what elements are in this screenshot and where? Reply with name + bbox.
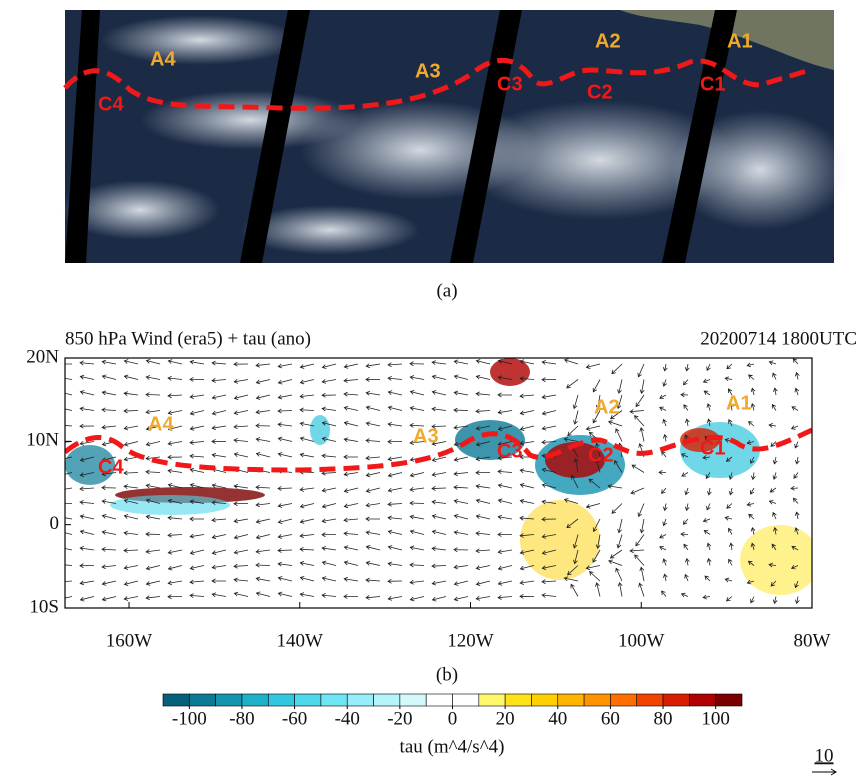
trough-label: C4 xyxy=(98,93,124,115)
colorbar-box xyxy=(162,693,190,707)
colorbar-tick-label: 60 xyxy=(601,708,620,729)
colorbar-tick-label: -20 xyxy=(387,708,412,729)
colorbar-box xyxy=(557,693,585,707)
y-tick-label: 10N xyxy=(26,430,59,451)
colorbar-box xyxy=(662,693,690,707)
colorbar-box xyxy=(531,693,559,707)
tau-field xyxy=(65,358,812,608)
map-frame xyxy=(64,357,813,609)
colorbar-tick-label: 40 xyxy=(548,708,567,729)
colorbar-label: tau (m^4/s^4) xyxy=(400,736,505,757)
colorbar-box xyxy=(610,693,638,707)
y-tick-label: 0 xyxy=(50,513,60,534)
caption: (b) xyxy=(436,664,458,685)
colorbar-tick-label: 0 xyxy=(448,708,458,729)
colorbar-box xyxy=(294,693,322,707)
map-time: 20200714 1800UTC xyxy=(700,328,857,349)
colorbar-box xyxy=(320,693,348,707)
x-tick-label: 160W xyxy=(106,630,153,651)
trough-label: C1 xyxy=(700,73,726,95)
colorbar-box xyxy=(189,693,216,707)
x-tick-label: 80W xyxy=(794,630,831,651)
trough-label: C2 xyxy=(587,81,613,103)
x-tick-label: 140W xyxy=(277,630,324,651)
map-title: 850 hPa Wind (era5) + tau (ano) xyxy=(65,328,311,349)
colorbar-box xyxy=(399,693,427,707)
colorbar-tick-label: 100 xyxy=(701,708,730,729)
trough-label: C4 xyxy=(98,456,124,478)
colorbar-box xyxy=(346,693,374,707)
satellite-image xyxy=(60,10,850,263)
colorbar-box xyxy=(215,693,243,707)
x-tick-label: 120W xyxy=(447,630,494,651)
colorbar-box xyxy=(425,693,453,707)
trough-label: C3 xyxy=(497,440,523,462)
ridge-label: A3 xyxy=(415,60,441,82)
ridge-label: A2 xyxy=(594,396,620,418)
reference-vector xyxy=(812,768,837,776)
wind-vectors xyxy=(65,358,800,605)
reference-vector-label: 10 xyxy=(815,745,834,766)
colorbar-box xyxy=(267,693,295,707)
colorbar-box xyxy=(241,693,269,707)
ridge-label: A3 xyxy=(413,425,439,447)
colorbar-tick-label: -80 xyxy=(229,708,254,729)
colorbar-tick-label: -60 xyxy=(282,708,307,729)
ridge-label: A2 xyxy=(595,30,621,52)
colorbar-tick-label: 80 xyxy=(654,708,673,729)
colorbar-box xyxy=(689,693,716,707)
trough-label: C1 xyxy=(700,437,726,459)
y-tick-label: 10S xyxy=(29,596,59,617)
trough-label: C3 xyxy=(497,73,523,95)
colorbar-tick-label: 20 xyxy=(496,708,515,729)
colorbar-box xyxy=(504,693,532,707)
caption: (a) xyxy=(436,280,457,301)
colorbar-box xyxy=(373,693,401,707)
y-tick-label: 20N xyxy=(26,346,59,367)
colorbar-box xyxy=(636,693,664,707)
trough-label: C2 xyxy=(588,444,614,466)
ridge-label: A4 xyxy=(148,413,174,435)
x-tick-label: 100W xyxy=(618,630,665,651)
ridge-label: A1 xyxy=(726,392,752,414)
axes: 160W 140W 120W 100W 80W 20N 10N 0 10S -100 -80 -60 -… xyxy=(26,346,837,776)
colorbar-tick-label: -40 xyxy=(335,708,360,729)
colorbar-box xyxy=(452,693,480,707)
colorbar-tick-label: -100 xyxy=(172,708,207,729)
ridge-label: A1 xyxy=(727,30,753,52)
colorbar-box xyxy=(583,693,611,707)
ridge-label: A4 xyxy=(150,48,176,70)
colorbar-box xyxy=(715,693,743,707)
map-labels: A1 A2 A3 A4 C1 C2 C3 C4 xyxy=(98,392,752,478)
colorbar-box xyxy=(478,693,506,707)
satellite-labels: A1 A2 A3 A4 C1 C2 C3 C4 xyxy=(98,30,753,115)
